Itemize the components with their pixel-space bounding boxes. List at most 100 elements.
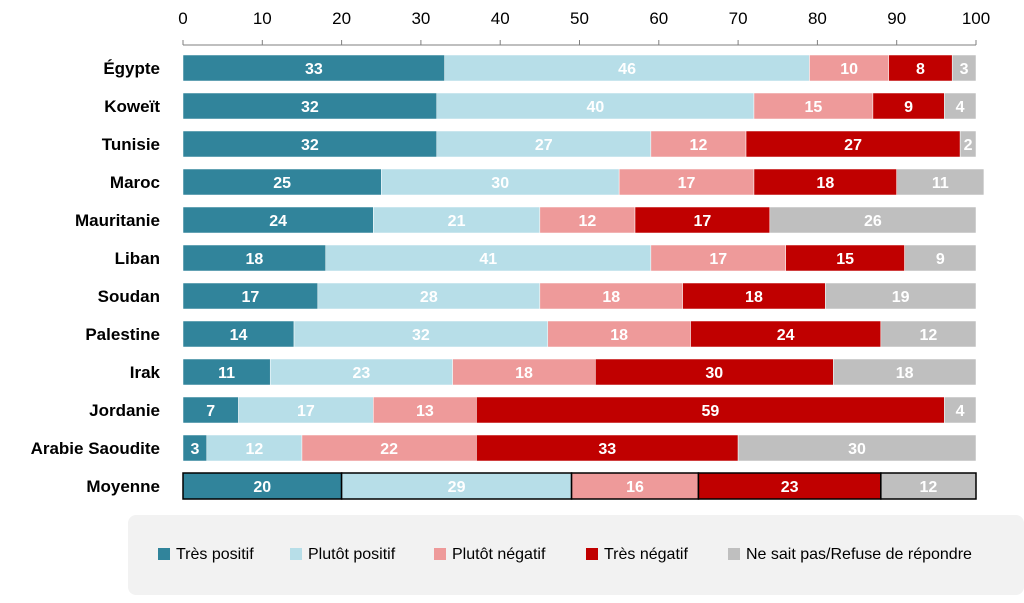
data-label: 25 (273, 175, 291, 192)
legend-label-plutot-positif: Plutôt positif (308, 546, 396, 563)
bar-segment-mauritanie-plutot-positif (373, 206, 541, 234)
bar-segment-koweit-plutot-negatif (753, 92, 874, 120)
legend-label-plutot-negatif: Plutôt négatif (452, 546, 546, 563)
bar-segment-moyenne-ne-sait-pas-refuse-de-repondre (880, 472, 977, 500)
bar-segment-liban-tres-positif (182, 244, 326, 272)
x-tick-label: 80 (808, 9, 827, 28)
data-label: 14 (230, 327, 248, 344)
legend-box (128, 515, 1024, 595)
data-label: 18 (896, 365, 914, 382)
data-label: 46 (618, 61, 636, 78)
data-label: 11 (932, 175, 949, 192)
x-tick-label: 70 (729, 9, 748, 28)
data-label: 8 (916, 61, 925, 78)
bar-segment-mauritanie-plutot-negatif (539, 206, 636, 234)
data-label: 7 (206, 403, 215, 420)
bar-segment-moyenne-tres-negatif (697, 472, 882, 500)
category-label-irak: Irak (130, 363, 161, 382)
bar-segment-mauritanie-ne-sait-pas-refuse-de-repondre (769, 206, 977, 234)
data-label: 18 (245, 251, 263, 268)
bar-segment-moyenne-plutot-positif (340, 472, 573, 500)
bar-segment-jordanie-tres-positif (182, 396, 239, 424)
data-label: 15 (805, 99, 823, 116)
legend-label-tres-negatif: Très négatif (604, 546, 688, 563)
data-label: 17 (297, 403, 315, 420)
bar-segment-egypte-tres-negatif (888, 54, 953, 82)
data-label: 24 (777, 327, 795, 344)
data-label: 9 (936, 251, 945, 268)
bar-segment-mauritanie-tres-negatif (634, 206, 771, 234)
data-label: 18 (745, 289, 763, 306)
bar-segment-koweit-ne-sait-pas-refuse-de-repondre (944, 92, 977, 120)
bar-segment-arabie-saoudite-plutot-negatif (301, 434, 477, 462)
bar-segment-jordanie-plutot-positif (238, 396, 374, 424)
legend-swatch-tres-negatif (586, 548, 598, 560)
category-label-maroc: Maroc (110, 173, 160, 192)
bar-segment-liban-plutot-negatif (650, 244, 786, 272)
data-label: 9 (904, 99, 913, 116)
data-label: 17 (242, 289, 260, 306)
x-tick-label: 30 (411, 9, 430, 28)
data-label: 18 (515, 365, 533, 382)
bar-segment-moyenne-plutot-negatif (570, 472, 700, 500)
data-label: 12 (690, 137, 708, 154)
data-label: 28 (420, 289, 438, 306)
x-tick-label: 100 (962, 9, 990, 28)
data-label: 20 (253, 479, 271, 496)
bar-segment-koweit-tres-negatif (872, 92, 945, 120)
bar-segment-liban-tres-negatif (785, 244, 905, 272)
data-label: 23 (353, 365, 371, 382)
bar-segment-liban-ne-sait-pas-refuse-de-repondre (904, 244, 977, 272)
data-label: 26 (864, 213, 882, 230)
legend-swatch-tres-positif (158, 548, 170, 560)
bar-segment-tunisie-ne-sait-pas-refuse-de-repondre (959, 130, 977, 158)
bar-segment-egypte-plutot-positif (444, 54, 810, 82)
bar-segment-tunisie-plutot-negatif (650, 130, 747, 158)
x-tick-label: 50 (570, 9, 589, 28)
data-label: 30 (491, 175, 509, 192)
bar-segment-egypte-tres-positif (182, 54, 445, 82)
data-label: 17 (694, 213, 712, 230)
category-label-tunisie: Tunisie (102, 135, 160, 154)
data-label: 12 (245, 441, 263, 458)
x-tick-label: 0 (178, 9, 187, 28)
bar-segment-irak-plutot-positif (269, 358, 453, 386)
data-label: 11 (218, 365, 235, 382)
data-label: 33 (305, 61, 323, 78)
data-label: 13 (416, 403, 434, 420)
bar-segment-jordanie-ne-sait-pas-refuse-de-repondre (944, 396, 977, 424)
data-label: 32 (301, 99, 319, 116)
category-label-koweit: Koweït (104, 97, 160, 116)
bar-segment-maroc-plutot-negatif (618, 168, 755, 196)
bar-segment-irak-plutot-negatif (452, 358, 596, 386)
category-label-moyenne: Moyenne (86, 477, 160, 496)
data-label: 3 (960, 61, 969, 78)
bar-segment-tunisie-tres-negatif (745, 130, 961, 158)
bar-segment-egypte-plutot-negatif (809, 54, 890, 82)
data-label: 41 (479, 251, 497, 268)
bar-segment-soudan-tres-positif (182, 282, 319, 310)
data-label: 23 (781, 479, 799, 496)
x-tick-label: 60 (649, 9, 668, 28)
data-label: 27 (535, 137, 553, 154)
data-label: 40 (586, 99, 604, 116)
bar-segment-maroc-plutot-positif (381, 168, 620, 196)
bar-segment-koweit-plutot-positif (436, 92, 755, 120)
data-label: 12 (920, 327, 938, 344)
bar-segment-jordanie-plutot-negatif (373, 396, 477, 424)
bar-segment-soudan-ne-sait-pas-refuse-de-repondre (825, 282, 977, 310)
data-label: 18 (602, 289, 620, 306)
data-label: 3 (190, 441, 199, 458)
data-label: 15 (836, 251, 854, 268)
category-label-egypte: Égypte (103, 59, 160, 78)
data-label: 30 (848, 441, 866, 458)
bar-segment-arabie-saoudite-ne-sait-pas-refuse-de-repondre (737, 434, 977, 462)
data-label: 18 (816, 175, 834, 192)
legend-swatch-plutot-negatif (434, 548, 446, 560)
bar-segment-maroc-ne-sait-pas-refuse-de-repondre (896, 168, 985, 196)
data-label: 30 (705, 365, 723, 382)
data-label: 22 (380, 441, 398, 458)
bar-segment-jordanie-tres-negatif (476, 396, 945, 424)
data-label: 2 (964, 137, 973, 154)
